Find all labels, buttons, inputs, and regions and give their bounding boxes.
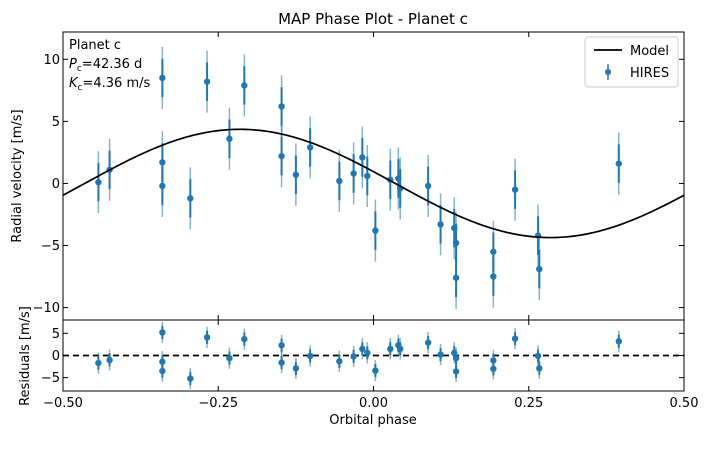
- main-data-point: [359, 154, 366, 161]
- main-data-point: [306, 144, 314, 151]
- residual-data-point: [490, 365, 497, 373]
- residual-data-point: [397, 345, 404, 353]
- residual-data-point: [490, 357, 497, 364]
- residual-data-point: [536, 365, 543, 372]
- residual-y-tick-label: 0: [52, 349, 60, 364]
- main-y-tick-label: 0: [52, 177, 60, 192]
- main-panel: −10 −5 0 5 10 Radial velocity [m/s] Planet c…: [10, 31, 685, 321]
- main-y-tick-label: −5: [41, 239, 60, 254]
- main-data-point: [159, 159, 166, 166]
- residual-data-point: [278, 359, 285, 366]
- main-y-tick-label: 5: [52, 115, 60, 130]
- main-y-axis-label: Radial velocity [m/s]: [10, 109, 25, 242]
- main-data-point: [159, 182, 166, 190]
- residual-data-point: [350, 353, 357, 360]
- main-data-point: [372, 227, 379, 234]
- main-data-point: [350, 170, 357, 177]
- residual-data-point: [534, 352, 542, 360]
- residual-data-point: [387, 345, 394, 353]
- x-tick-label: 0.50: [670, 396, 699, 411]
- legend-hires-marker: [605, 69, 611, 75]
- residual-data-point: [452, 354, 460, 362]
- main-data-point: [424, 182, 432, 190]
- residuals-plot-frame: [62, 319, 685, 392]
- residual-y-tick-label: −5: [41, 371, 60, 386]
- main-data-point: [278, 103, 285, 110]
- main-data-point: [364, 172, 371, 180]
- residual-data-point: [615, 338, 622, 345]
- main-data-point: [278, 152, 285, 160]
- main-data-point: [187, 195, 194, 202]
- main-data-point: [536, 265, 543, 273]
- model-curve: [62, 128, 685, 239]
- residual-data-point: [336, 358, 343, 365]
- residual-data-point: [203, 334, 211, 341]
- legend: Model HIRES: [584, 36, 679, 88]
- main-data-point: [452, 239, 460, 247]
- main-data-point: [95, 179, 102, 186]
- residual-data-point: [364, 349, 371, 357]
- x-tick-label: −0.25: [198, 396, 238, 411]
- residual-data-point: [187, 375, 194, 382]
- x-axis-label: Orbital phase: [329, 413, 416, 428]
- main-data-point: [159, 74, 166, 82]
- main-data-point: [395, 175, 402, 182]
- x-tick-label: 0.00: [359, 396, 388, 411]
- residual-y-ticks: −5 0 5: [41, 327, 684, 386]
- residual-data-point: [437, 351, 444, 358]
- residual-data-point: [159, 367, 166, 375]
- main-data-point: [437, 221, 444, 228]
- main-points: [95, 74, 622, 281]
- residual-data-point: [452, 368, 460, 375]
- residual-data-point: [226, 354, 233, 362]
- residual-data-point: [292, 365, 300, 372]
- main-data-point: [226, 135, 233, 142]
- main-data-point: [452, 274, 460, 281]
- residual-data-point: [241, 335, 248, 343]
- residual-data-point: [372, 367, 379, 374]
- x-tick-label: 0.25: [514, 396, 543, 411]
- main-data-point: [241, 82, 248, 89]
- residual-data-point: [306, 352, 314, 360]
- residual-x-ticks: −0.50 −0.25 0.00 0.25 0.50: [43, 320, 698, 411]
- legend-hires-label: HIRES: [630, 66, 669, 81]
- residual-data-point: [159, 329, 166, 336]
- annotation-planet-name: Planet c: [69, 38, 121, 53]
- annotation-period: Pc=42.36 d: [69, 57, 142, 74]
- residuals-panel: −5 0 5 −0.50 −0.25 0.00 0.25 0.50 Residuals [m…: [18, 306, 698, 428]
- main-data-point: [336, 177, 343, 185]
- x-tick-label: −0.50: [43, 396, 83, 411]
- planet-annotation: Planet c Pc=42.36 d Kc=4.36 m/s: [69, 38, 150, 93]
- residual-data-point: [95, 359, 102, 367]
- residual-data-point: [278, 342, 285, 349]
- main-data-point: [511, 186, 519, 193]
- main-data-point: [292, 171, 300, 178]
- residuals-y-axis-label: Residuals [m/s]: [18, 306, 33, 406]
- main-y-tick-label: −10: [33, 301, 60, 316]
- residual-y-tick-label: 5: [52, 327, 60, 342]
- main-y-ticks: −10 −5 0 5 10: [33, 53, 684, 316]
- residual-data-point: [511, 335, 519, 342]
- main-data-point: [203, 78, 211, 85]
- main-data-point: [490, 248, 497, 255]
- chart-title: MAP Phase Plot - Planet c: [278, 10, 468, 28]
- annotation-amplitude: Kc=4.36 m/s: [69, 76, 150, 93]
- residual-data-point: [359, 345, 366, 353]
- legend-model-label: Model: [630, 44, 669, 59]
- main-y-tick-label: 10: [43, 53, 60, 68]
- residual-data-point: [159, 358, 166, 365]
- main-data-point: [490, 273, 497, 280]
- main-data-point: [451, 224, 458, 232]
- main-data-point: [615, 160, 622, 167]
- residual-points: [95, 329, 622, 382]
- residual-data-point: [424, 339, 432, 346]
- residual-data-point: [451, 349, 458, 357]
- residual-data-point: [106, 356, 113, 364]
